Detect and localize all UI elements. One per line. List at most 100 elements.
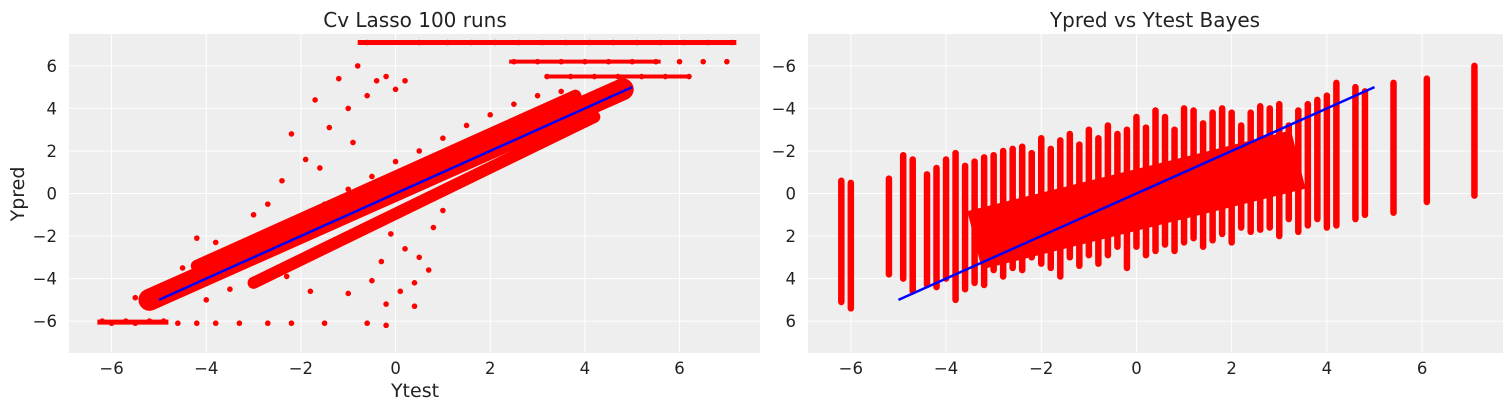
data-point <box>354 63 361 69</box>
data-point <box>307 288 314 295</box>
data-point <box>369 277 375 284</box>
x-tick-label: −2 <box>289 359 313 378</box>
data-point <box>383 322 389 329</box>
y-tick-label: −4 <box>33 270 57 289</box>
x-tick-label: 2 <box>1226 359 1237 378</box>
identity-line <box>158 86 633 301</box>
data-point <box>402 77 408 84</box>
y-tick-label: 0 <box>786 185 797 204</box>
data-point <box>511 101 517 107</box>
chart-title: Ypred vs Ytest Bayes <box>1049 8 1260 32</box>
x-tick-labels: −6 −4 −2 0 2 4 6 <box>99 359 684 378</box>
x-tick-label: −6 <box>99 359 123 378</box>
data-point <box>250 211 257 218</box>
data-point <box>402 245 408 252</box>
data-point <box>369 173 375 180</box>
data-point <box>430 224 437 231</box>
data-point <box>312 97 318 103</box>
y-axis-label: Ypred <box>7 167 29 223</box>
data-point <box>463 122 470 129</box>
data-marks <box>838 62 1478 312</box>
x-tick-label: 4 <box>1322 359 1333 378</box>
x-tick-label: 6 <box>674 359 685 378</box>
data-point <box>676 58 683 65</box>
data-point <box>416 148 423 154</box>
identity-line <box>897 86 1375 301</box>
data-point <box>302 156 309 163</box>
y-tick-label: 0 <box>47 185 58 204</box>
data-point <box>534 92 541 99</box>
data-point <box>193 235 200 241</box>
data-point <box>212 320 219 327</box>
data-point <box>392 158 399 165</box>
x-axis-label: Ytest <box>390 380 439 402</box>
data-point <box>364 92 370 99</box>
dense-band <box>247 110 601 289</box>
data-point <box>411 280 418 286</box>
data-point <box>288 131 295 137</box>
reference-line <box>897 86 1375 301</box>
data-point <box>373 77 380 84</box>
data-point <box>724 58 730 65</box>
y-tick-label: 4 <box>47 99 58 118</box>
data-point <box>193 320 200 327</box>
y-tick-label: −6 <box>772 57 796 76</box>
dense-band <box>190 89 582 272</box>
data-point <box>388 231 394 237</box>
x-tick-label: −6 <box>839 359 863 378</box>
data-point <box>203 297 210 303</box>
x-tick-labels: −6 −4 −2 0 2 4 6 <box>839 359 1428 378</box>
y-tick-label: 6 <box>47 57 58 76</box>
x-tick-label: −4 <box>934 359 958 378</box>
data-point <box>132 294 139 301</box>
y-tick-label: −2 <box>772 142 796 161</box>
y-tick-label: −2 <box>33 227 57 246</box>
dense-band <box>138 78 634 311</box>
x-tick-label: 6 <box>1417 359 1428 378</box>
y-tick-label: 2 <box>47 142 58 161</box>
reference-line <box>158 86 633 301</box>
data-point <box>383 301 389 307</box>
data-point <box>350 139 356 146</box>
data-point <box>283 273 290 280</box>
data-point <box>317 165 323 171</box>
data-point <box>425 267 432 273</box>
y-tick-label: −4 <box>772 99 796 118</box>
data-point <box>700 58 707 65</box>
data-point <box>175 320 181 327</box>
data-point <box>378 258 385 265</box>
x-tick-label: 0 <box>390 359 401 378</box>
data-point <box>392 86 399 93</box>
y-tick-label: 4 <box>786 270 797 289</box>
data-point <box>345 290 352 297</box>
x-tick-label: 0 <box>1131 359 1142 378</box>
data-point <box>345 105 352 112</box>
data-point <box>264 320 271 327</box>
data-point <box>411 303 418 310</box>
x-tick-label: −2 <box>1029 359 1053 378</box>
x-tick-label: 2 <box>485 359 496 378</box>
data-point <box>416 254 423 261</box>
data-point <box>179 265 186 271</box>
data-point <box>321 320 328 327</box>
data-point <box>227 286 233 293</box>
data-point <box>264 201 271 207</box>
x-tick-label: −4 <box>194 359 218 378</box>
data-point <box>288 320 295 327</box>
y-tick-labels: 6 4 2 0 −2 −4 −6 <box>772 57 796 331</box>
panel-right: −6 −4 −2 0 2 4 6 6 4 2 0 −2 −4 −6 Ypred vs Ytest Bay… <box>772 8 1503 378</box>
data-point <box>326 124 333 131</box>
data-point <box>364 320 370 327</box>
data-point <box>440 207 446 214</box>
data-point <box>236 320 243 327</box>
y-tick-label: −6 <box>33 312 57 331</box>
data-point <box>440 135 446 142</box>
data-point <box>279 177 285 184</box>
data-marks <box>97 39 737 329</box>
data-point <box>558 88 565 95</box>
y-tick-labels: −6 −4 −2 0 2 4 6 <box>33 57 57 331</box>
data-point <box>487 112 494 118</box>
chart-title: Cv Lasso 100 runs <box>323 8 507 32</box>
data-point <box>397 288 404 295</box>
